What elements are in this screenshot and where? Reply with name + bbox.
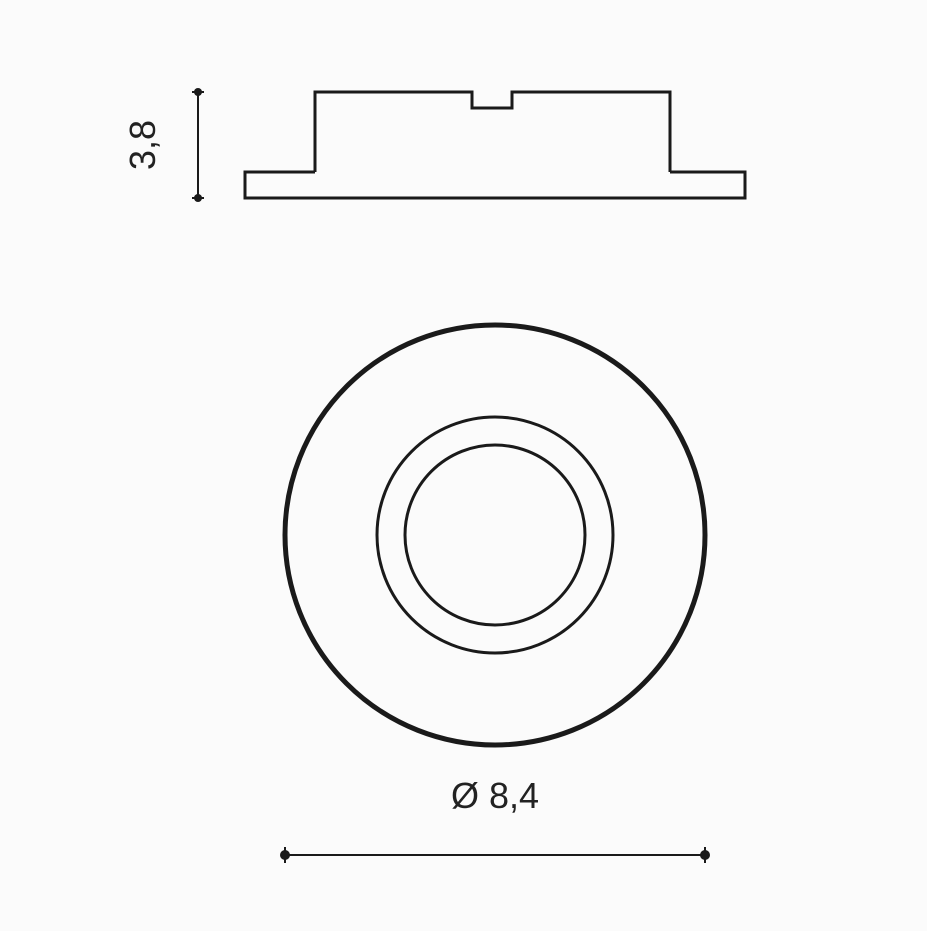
technical-drawing: 3,8 Ø 8,4	[0, 0, 927, 931]
plan-view	[285, 325, 705, 745]
side-elevation-view	[245, 92, 745, 198]
height-dimension	[192, 88, 204, 202]
diameter-dimension-label: Ø 8,4	[451, 775, 539, 816]
height-dimension-label: 3,8	[122, 120, 163, 170]
diameter-dimension	[280, 847, 710, 863]
